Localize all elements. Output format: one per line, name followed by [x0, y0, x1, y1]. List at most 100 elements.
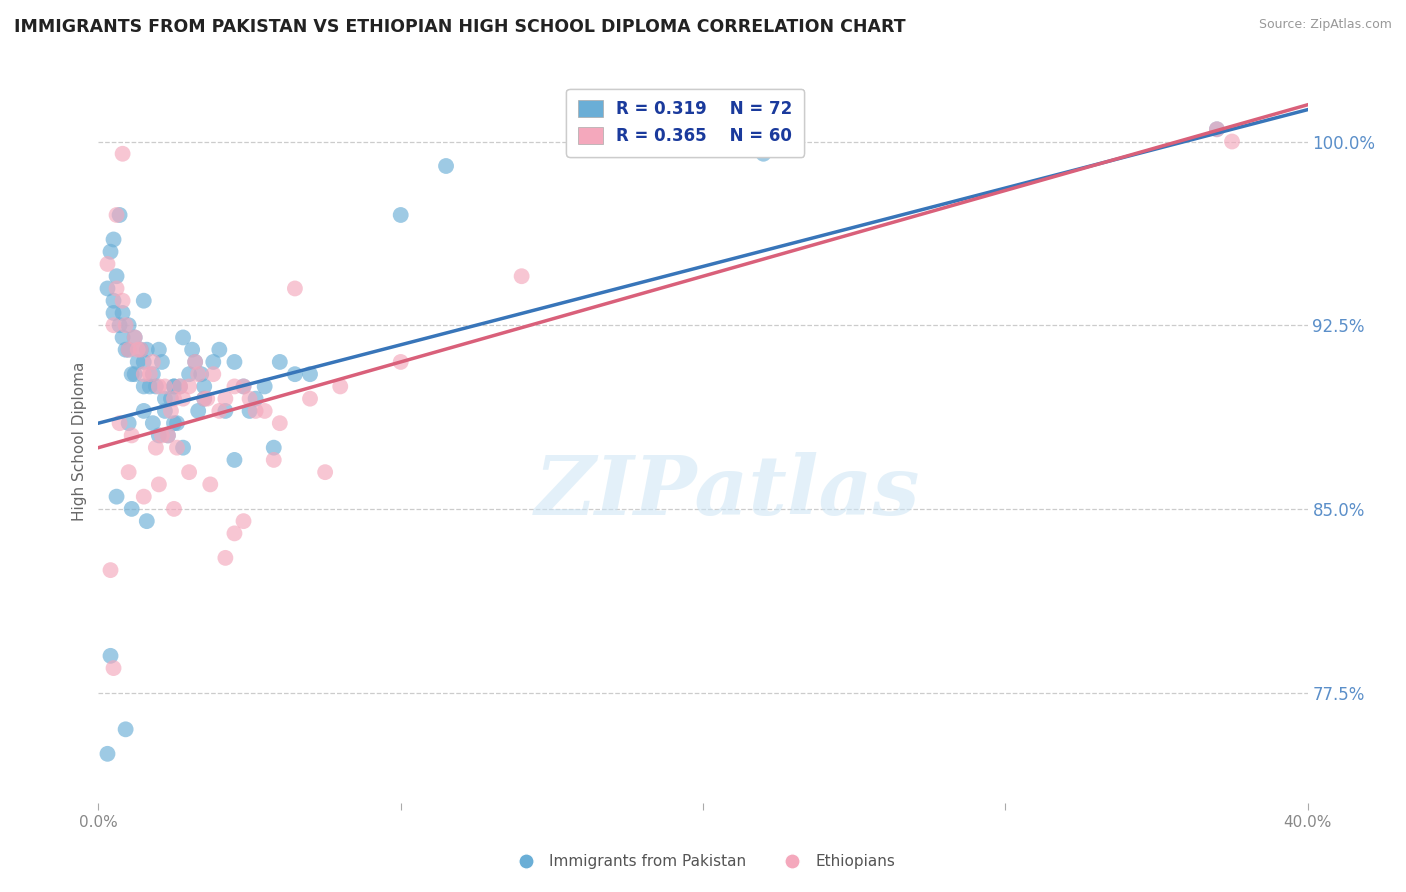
Point: [135, 343, 157, 357]
Point: [135, 514, 157, 528]
Point: [187, 367, 209, 381]
Point: [132, 490, 155, 504]
Point: [124, 330, 146, 344]
Point: [96, 257, 118, 271]
Point: [190, 367, 212, 381]
Point: [118, 343, 141, 357]
Point: [111, 330, 134, 344]
Point: [169, 379, 191, 393]
Point: [132, 293, 155, 308]
Point: [208, 343, 231, 357]
Point: [105, 281, 128, 295]
Point: [172, 392, 194, 406]
Legend: R = 0.319    N = 72, R = 0.365    N = 60: R = 0.319 N = 72, R = 0.365 N = 60: [567, 88, 804, 157]
Point: [253, 379, 276, 393]
Point: [181, 343, 204, 357]
Point: [179, 465, 201, 479]
Point: [163, 502, 186, 516]
Point: [179, 379, 201, 393]
Point: [232, 514, 254, 528]
Point: [224, 453, 246, 467]
Text: IMMIGRANTS FROM PAKISTAN VS ETHIOPIAN HIGH SCHOOL DIPLOMA CORRELATION CHART: IMMIGRANTS FROM PAKISTAN VS ETHIOPIAN HI…: [14, 18, 905, 36]
Point: [111, 293, 134, 308]
Point: [148, 343, 170, 357]
Point: [96, 281, 118, 295]
Point: [193, 392, 215, 406]
Point: [124, 330, 146, 344]
Point: [269, 416, 291, 430]
Point: [150, 428, 173, 442]
Point: [263, 453, 285, 467]
Y-axis label: High School Diploma: High School Diploma: [72, 362, 87, 521]
Point: [96, 747, 118, 761]
Point: [145, 441, 167, 455]
Point: [118, 343, 141, 357]
Point: [1206, 122, 1229, 136]
Point: [153, 404, 176, 418]
Point: [148, 379, 170, 393]
Point: [299, 367, 322, 381]
Point: [156, 428, 179, 442]
Point: [214, 404, 236, 418]
Point: [160, 392, 183, 406]
Point: [103, 318, 125, 333]
Point: [172, 441, 194, 455]
Point: [166, 441, 188, 455]
Point: [253, 404, 276, 418]
Point: [224, 526, 246, 541]
Text: Source: ZipAtlas.com: Source: ZipAtlas.com: [1258, 18, 1392, 31]
Point: [202, 367, 225, 381]
Point: [193, 392, 215, 406]
Point: [239, 404, 262, 418]
Point: [224, 379, 246, 393]
Point: [166, 416, 188, 430]
Point: [105, 208, 128, 222]
Legend: Immigrants from Pakistan, Ethiopians: Immigrants from Pakistan, Ethiopians: [505, 848, 901, 875]
Point: [132, 367, 155, 381]
Point: [195, 392, 218, 406]
Point: [114, 723, 136, 737]
Point: [139, 367, 162, 381]
Point: [127, 343, 149, 357]
Point: [263, 441, 285, 455]
Point: [129, 343, 152, 357]
Point: [1206, 122, 1229, 136]
Point: [232, 379, 254, 393]
Point: [103, 293, 125, 308]
Point: [132, 404, 155, 418]
Point: [127, 355, 149, 369]
Point: [214, 550, 236, 565]
Point: [187, 404, 209, 418]
Point: [129, 343, 152, 357]
Point: [103, 661, 125, 675]
Point: [132, 379, 155, 393]
Point: [121, 428, 143, 442]
Point: [103, 232, 125, 246]
Point: [121, 367, 143, 381]
Point: [510, 269, 533, 284]
Point: [284, 281, 307, 295]
Point: [329, 379, 352, 393]
Point: [105, 490, 128, 504]
Point: [208, 404, 231, 418]
Point: [224, 355, 246, 369]
Point: [172, 330, 194, 344]
Point: [100, 648, 122, 663]
Point: [108, 318, 131, 333]
Point: [163, 379, 186, 393]
Point: [284, 367, 307, 381]
Point: [108, 208, 131, 222]
Point: [163, 392, 186, 406]
Point: [202, 355, 225, 369]
Point: [156, 428, 179, 442]
Point: [245, 404, 267, 418]
Point: [153, 392, 176, 406]
Point: [145, 379, 167, 393]
Point: [114, 318, 136, 333]
Point: [139, 379, 162, 393]
Point: [118, 416, 141, 430]
Point: [150, 355, 173, 369]
Point: [193, 379, 215, 393]
Point: [103, 306, 125, 320]
Point: [269, 355, 291, 369]
